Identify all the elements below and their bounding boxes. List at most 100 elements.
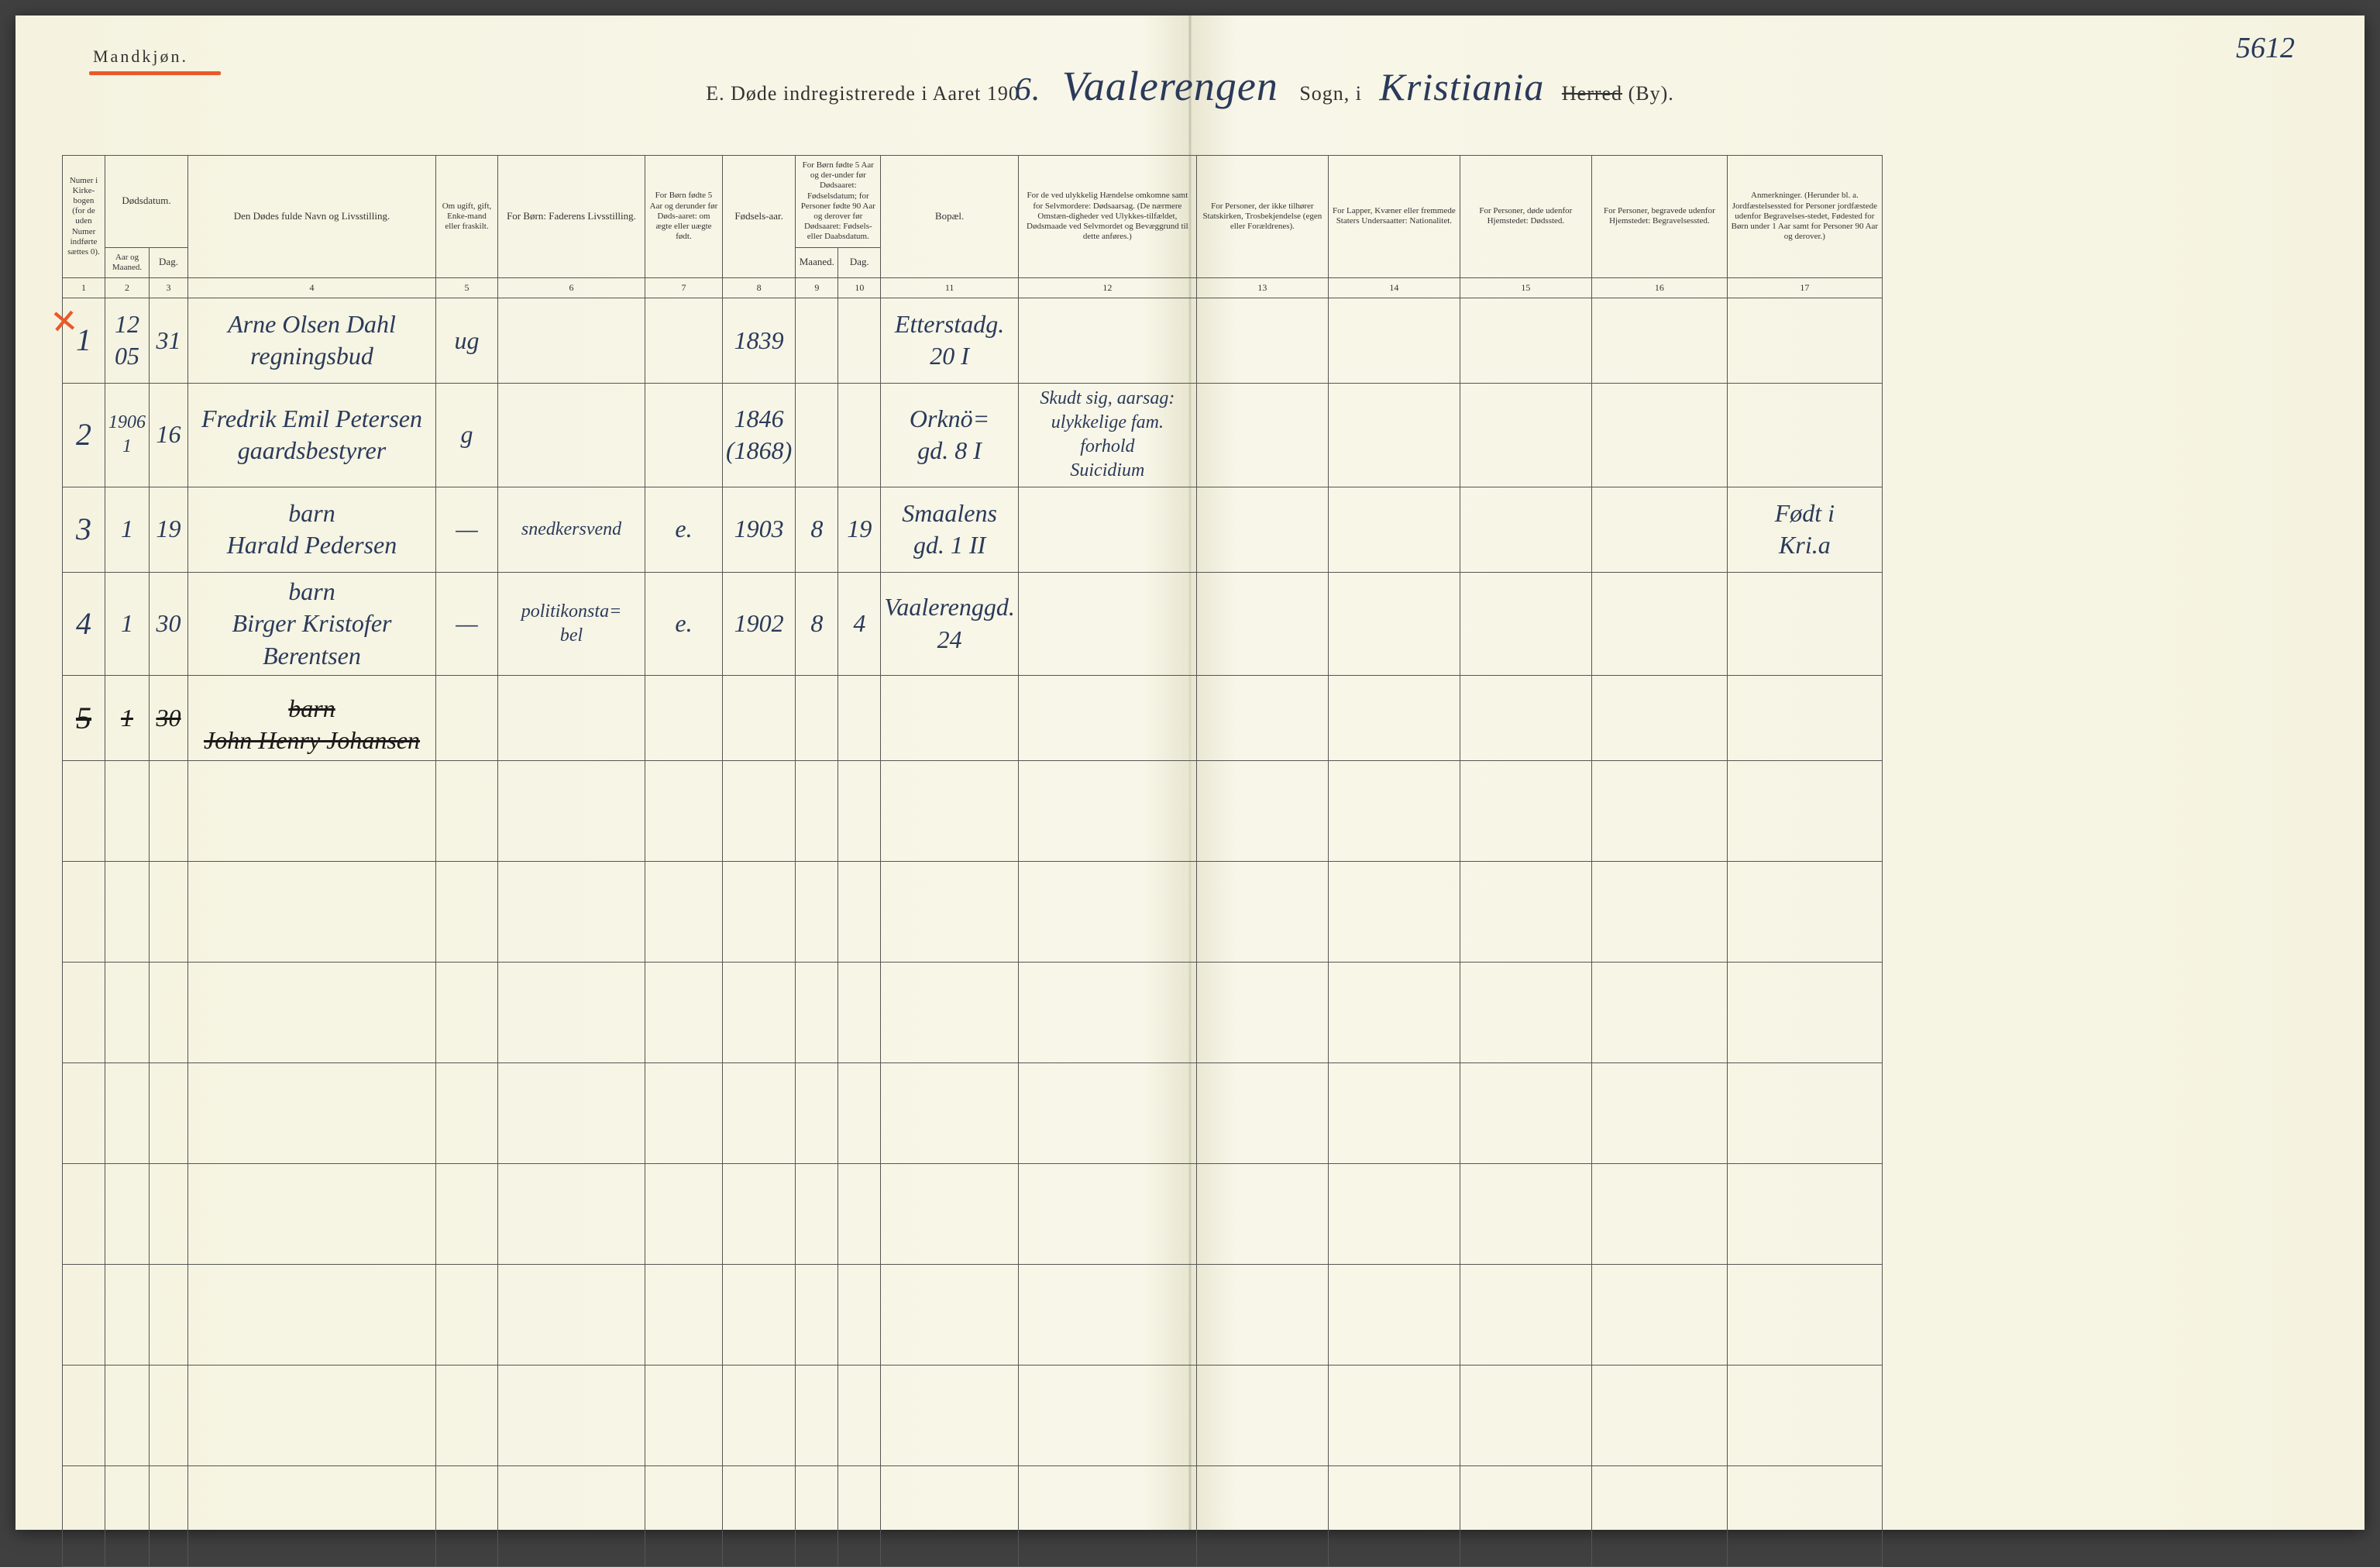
col-header: Aar og Maaned. xyxy=(105,247,150,277)
cell-address: Etterstadg. 20 I xyxy=(881,298,1019,383)
empty-row xyxy=(63,1063,1883,1164)
col-header: Om ugift, gift, Enke-mand eller fraskilt… xyxy=(436,156,498,278)
cell-cause xyxy=(1018,298,1196,383)
title-i: i xyxy=(1356,82,1362,105)
cell-empty xyxy=(1460,298,1591,383)
colnum: 14 xyxy=(1328,277,1460,298)
red-x-mark: × xyxy=(49,290,81,353)
empty-row xyxy=(63,1164,1883,1265)
col-header: For Børn fødte 5 Aar og derunder før Død… xyxy=(645,156,723,278)
cell-note17 xyxy=(1727,572,1882,676)
title-by: (By). xyxy=(1629,82,1674,105)
col-header: For de ved ulykkelig Hændelse omkomne sa… xyxy=(1018,156,1196,278)
colnum: 2 xyxy=(105,277,150,298)
cell-empty xyxy=(1196,572,1328,676)
empty-row xyxy=(63,1265,1883,1366)
cell-empty xyxy=(1591,487,1727,572)
col-header: Maaned. xyxy=(796,247,838,277)
col-header: Anmerkninger. (Herunder bl. a. Jordfæste… xyxy=(1727,156,1882,278)
cell-day: 19 xyxy=(150,487,188,572)
cell-bmonth: 8 xyxy=(796,572,838,676)
cell-bday xyxy=(838,676,881,761)
cell-day: 31 xyxy=(150,298,188,383)
cell-empty xyxy=(1460,676,1591,761)
cell-month: 1 xyxy=(105,676,150,761)
table-row: 4 1 30 barn Birger Kristofer Berentsen —… xyxy=(63,572,1883,676)
cell-address: Smaalens gd. 1 II xyxy=(881,487,1019,572)
colnum: 7 xyxy=(645,277,723,298)
cell-empty xyxy=(1460,487,1591,572)
cell-cause xyxy=(1018,487,1196,572)
cell-empty xyxy=(1460,572,1591,676)
colnum: 8 xyxy=(723,277,796,298)
data-rows: × 1 12 05 31 Arne Olsen Dahl regningsbud… xyxy=(63,298,1883,761)
title-row: E. Døde indregistrerede i Aaret 1906. Va… xyxy=(15,62,2365,110)
col-header: Dødsdatum. xyxy=(105,156,188,248)
colnum: 12 xyxy=(1018,277,1196,298)
register-table: Numer i Kirke-bogen (for de uden Numer i… xyxy=(62,155,1883,1567)
empty-row xyxy=(63,1466,1883,1567)
cell-legit xyxy=(645,383,723,487)
col-header: Bopæl. xyxy=(881,156,1019,278)
title-herred: Herred xyxy=(1562,82,1622,105)
cell-empty xyxy=(1196,383,1328,487)
cell-birthyear: 1902 xyxy=(723,572,796,676)
cell-cause xyxy=(1018,676,1196,761)
cell-empty xyxy=(1196,487,1328,572)
cell-bday xyxy=(838,298,881,383)
cell-empty xyxy=(1328,572,1460,676)
colnum: 5 xyxy=(436,277,498,298)
page-number: 5612 xyxy=(2236,31,2295,65)
cell-name: barn Harald Pedersen xyxy=(188,487,436,572)
cell-note17 xyxy=(1727,298,1882,383)
row-number: 3 xyxy=(63,487,105,572)
col-header: For Lapper, Kvæner eller fremmede Stater… xyxy=(1328,156,1460,278)
cell-empty xyxy=(1328,487,1460,572)
column-number-row: 1 2 3 4 5 6 7 8 9 10 11 12 13 14 15 16 1… xyxy=(63,277,1883,298)
cell-father: politikonsta= bel xyxy=(498,572,645,676)
colnum: 13 xyxy=(1196,277,1328,298)
title-prefix: E. Døde indregistrerede i Aaret 190 xyxy=(706,82,1020,105)
cell-name: Arne Olsen Dahl regningsbud xyxy=(188,298,436,383)
col-header: Fødsels-aar. xyxy=(723,156,796,278)
colnum: 10 xyxy=(838,277,881,298)
col-header: For Personer, døde udenfor Hjemstedet: D… xyxy=(1460,156,1591,278)
cell-empty xyxy=(1196,298,1328,383)
table-row: 2 1906 1 16 Fredrik Emil Petersen gaards… xyxy=(63,383,1883,487)
cell-cause: Skudt sig, aarsag: ulykkelige fam. forho… xyxy=(1018,383,1196,487)
colnum: 11 xyxy=(881,277,1019,298)
empty-row xyxy=(63,761,1883,862)
cell-month: 1 xyxy=(105,572,150,676)
cell-father xyxy=(498,383,645,487)
cell-empty xyxy=(1591,298,1727,383)
title-district-hand: Kristiania xyxy=(1380,64,1545,109)
empty-row xyxy=(63,1366,1883,1466)
cell-name: barn John Henry Johansen xyxy=(188,676,436,761)
col-header: For Børn: Faderens Livsstilling. xyxy=(498,156,645,278)
cell-month: 12 05 xyxy=(105,298,150,383)
cell-empty xyxy=(1591,572,1727,676)
cell-bmonth xyxy=(796,383,838,487)
colnum: 17 xyxy=(1727,277,1882,298)
cell-legit xyxy=(645,676,723,761)
cell-legit: e. xyxy=(645,572,723,676)
cell-bday xyxy=(838,383,881,487)
cell-empty xyxy=(1196,676,1328,761)
cell-legit: e. xyxy=(645,487,723,572)
cell-name: barn Birger Kristofer Berentsen xyxy=(188,572,436,676)
title-parish-hand: Vaalerengen xyxy=(1062,62,1278,110)
cell-father xyxy=(498,676,645,761)
cell-name: Fredrik Emil Petersen gaardsbestyrer xyxy=(188,383,436,487)
cell-bday: 4 xyxy=(838,572,881,676)
cell-bmonth xyxy=(796,676,838,761)
cell-status: — xyxy=(436,487,498,572)
row-number: 5 xyxy=(63,676,105,761)
cell-empty xyxy=(1460,383,1591,487)
cell-day: 16 xyxy=(150,383,188,487)
cell-legit xyxy=(645,298,723,383)
cell-status: ug xyxy=(436,298,498,383)
ledger-page: Mandkjøn. 5612 E. Døde indregistrerede i… xyxy=(15,15,2365,1530)
empty-row xyxy=(63,963,1883,1063)
cell-father xyxy=(498,298,645,383)
row-number: 4 xyxy=(63,572,105,676)
